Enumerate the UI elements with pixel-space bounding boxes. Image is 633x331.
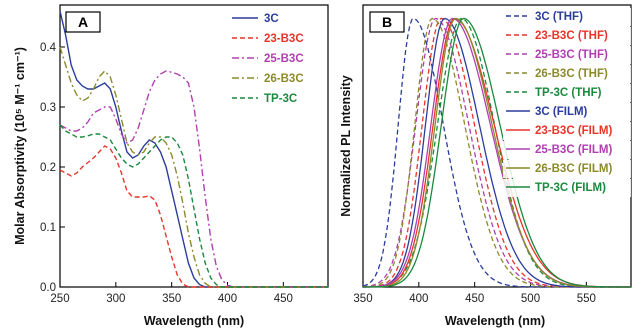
legend-label-a-26-b3c: 26-B3C bbox=[264, 73, 304, 85]
legend-label-b-23-b3c-thf: 23-B3C (THF) bbox=[535, 30, 608, 42]
y-tick-label-a: 0.1 bbox=[40, 222, 56, 234]
x-tick-label-a: 250 bbox=[50, 293, 69, 305]
legend-bg-b bbox=[503, 46, 631, 64]
y-tick-label-a: 0.2 bbox=[40, 162, 56, 174]
y-tick-label-a: 0.3 bbox=[40, 102, 56, 114]
legend-label-b-3c-thf: 3C (THF) bbox=[535, 11, 583, 23]
x-tick-label-a: 300 bbox=[106, 293, 125, 305]
y-axis-label-b: Normalized PL Intensity bbox=[339, 75, 353, 217]
legend-label-a-3c: 3C bbox=[264, 13, 279, 25]
legend-bg-b bbox=[503, 103, 631, 121]
legend-label-b-tp-3c-film: TP-3C (FILM) bbox=[535, 182, 606, 194]
series-line-a-tp-3c bbox=[59, 124, 328, 288]
x-tick-label-a: 350 bbox=[162, 293, 181, 305]
series-line-b-tp-3c-film bbox=[363, 17, 631, 288]
panel-label-box-b bbox=[369, 11, 405, 33]
legend-bg-b bbox=[503, 160, 631, 178]
series-line-a-23-b3c bbox=[59, 145, 328, 288]
legend-bg-b bbox=[503, 122, 631, 140]
legend-bg-b bbox=[503, 8, 631, 26]
legend-bg-b bbox=[503, 84, 631, 102]
x-tick-label-b: 550 bbox=[577, 293, 596, 305]
panel-label-box-a bbox=[65, 11, 101, 33]
y-tick-label-a: 0.4 bbox=[40, 42, 57, 54]
legend-label-a-25-b3c: 25-B3C bbox=[264, 53, 304, 65]
x-tick-label-a: 400 bbox=[218, 293, 237, 305]
x-tick-label-b: 400 bbox=[409, 293, 428, 305]
series-line-a-3c bbox=[59, 10, 328, 288]
legend-bg-b bbox=[503, 179, 631, 197]
legend-bg-b bbox=[503, 141, 631, 159]
legend-label-a-23-b3c: 23-B3C bbox=[264, 33, 304, 45]
legend-label-a-tp-3c: TP-3C bbox=[264, 93, 297, 105]
x-axis-label-a: Wavelength (nm) bbox=[144, 314, 244, 328]
legend-label-b-25-b3c-thf: 25-B3C (THF) bbox=[535, 49, 608, 61]
y-axis-label-a: Molar Absorptivity (10⁵ M⁻¹ cm⁻¹) bbox=[13, 47, 27, 245]
plot-area-a bbox=[59, 4, 329, 288]
panel-label-b: B bbox=[382, 14, 392, 30]
panel-b: 350 400 450 500 550 3C (THF) 23-B3C (THF) 25-B… bbox=[339, 4, 632, 328]
legend-bg-b bbox=[503, 65, 631, 83]
panel-a: 0.0 0.1 0.2 0.3 0.4 250 300 350 400 450 3C 23-B3C… bbox=[13, 4, 329, 328]
legend-label-b-25-b3c-film: 25-B3C (FILM) bbox=[535, 144, 612, 156]
y-tick-label-a: 0.0 bbox=[40, 282, 56, 294]
x-tick-label-b: 450 bbox=[465, 293, 484, 305]
series-line-a-26-b3c bbox=[59, 46, 328, 288]
legend-label-b-23-b3c-film: 23-B3C (FILM) bbox=[535, 125, 612, 137]
series-line-a-25-b3c bbox=[59, 70, 328, 288]
legend-label-b-3c-film: 3C (FILM) bbox=[535, 106, 588, 118]
x-tick-label-a: 450 bbox=[274, 293, 293, 305]
legend-label-b-tp-3c-thf: TP-3C (THF) bbox=[535, 87, 602, 99]
panel-label-a: A bbox=[78, 14, 88, 30]
x-axis-label-b: Wavelength (nm) bbox=[445, 314, 545, 328]
legend-bg-b bbox=[503, 27, 631, 45]
x-tick-label-b: 350 bbox=[353, 293, 372, 305]
legend-label-b-26-b3c-thf: 26-B3C (THF) bbox=[535, 68, 608, 80]
x-tick-label-b: 500 bbox=[521, 293, 540, 305]
legend-label-b-26-b3c-film: 26-B3C (FILM) bbox=[535, 163, 612, 175]
